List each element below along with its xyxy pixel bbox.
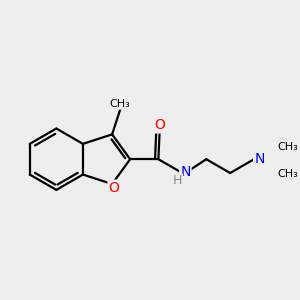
Text: N: N xyxy=(255,152,266,166)
Text: CH₃: CH₃ xyxy=(277,142,298,152)
Text: N: N xyxy=(180,165,190,179)
Text: O: O xyxy=(154,118,165,132)
Text: CH₃: CH₃ xyxy=(277,169,298,179)
Text: O: O xyxy=(109,181,119,195)
Text: H: H xyxy=(173,175,182,188)
Text: CH₃: CH₃ xyxy=(110,99,130,109)
